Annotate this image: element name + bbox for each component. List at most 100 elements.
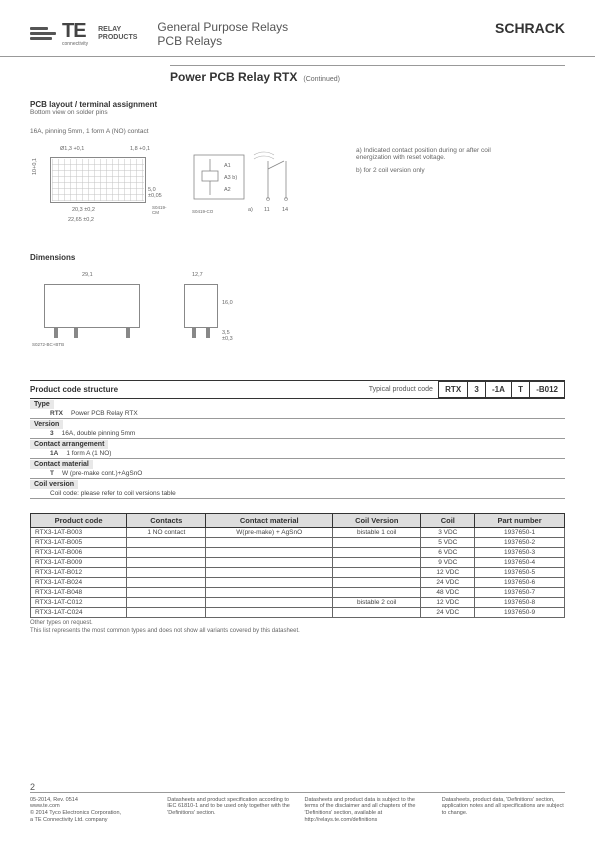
pcs-line-header: Contact material [30,460,93,469]
dim-len1: 20,3 ±0,2 [72,207,95,213]
table-note-1: Other types on request. [30,620,565,626]
table-cell: RTX3-1AT-B005 [31,538,127,548]
circuit-a-label: a) [248,207,253,213]
table-cell [127,588,206,598]
table-cell: 3 VDC [421,528,475,538]
table-cell: RTX3-1AT-B048 [31,588,127,598]
logo-relay: RELAY PRODUCTS [98,26,137,41]
pcs-line-body: 316A, double pinning 5mm [30,429,565,438]
table-cell [333,568,421,578]
table-row: RTX3-1AT-B0031 NO contactW(pre-make) + A… [31,528,565,538]
dim-height: 16,0 [222,300,233,306]
table-cell: RTX3-1AT-B006 [31,548,127,558]
table-header-cell: Contact material [206,514,333,528]
table-cell: 1937650-5 [475,568,565,578]
pcs-line: TypeRTXPower PCB Relay RTX [30,399,565,419]
table-row: RTX3-1AT-B0066 VDC1937650-3 [31,548,565,558]
dim-pitch-v: 10+0,1 [32,158,38,175]
circuit-14: 14 [282,207,288,213]
table-header-cell: Coil [421,514,475,528]
table-row: RTX3-1AT-B012 12 VDC1937650-5 [31,568,565,578]
circuit-ref: S0419-CO [192,209,213,214]
dim-side-view: 29,1 S0272-BC+BTB [30,270,160,350]
circuit-11: 11 [264,207,270,213]
pcs-line-header: Type [30,400,54,409]
dimensions-heading: Dimensions [30,253,565,262]
table-cell: RTX3-1AT-B024 [31,578,127,588]
logo-text: TE [62,20,88,43]
dim-ref: S0272-BC+BTB [32,342,64,347]
table-header-cell: Part number [475,514,565,528]
note-a: a) Indicated contact position during or … [356,147,516,161]
pcb-layout-section: PCB layout / terminal assignment Bottom … [30,100,565,227]
pcs-heading: Product code structure [30,381,369,398]
table-cell: W(pre-make) + AgSnO [206,528,333,538]
table-row: RTX3-1AT-B048 48 VDC1937650-7 [31,588,565,598]
header-title-2: PCB Relays [157,34,288,48]
dim-pitch-h: 5,0 ±0,05 [148,187,170,199]
table-cell: 1937650-8 [475,598,565,608]
table-cell [333,588,421,598]
dim-len2: 22,65 ±0,2 [68,217,94,223]
circuit-a2: A2 [224,187,231,193]
pcb-footprint-diagram: Ø1,3 +0,1 1,8 +0,1 10+0,1 5,0 ±0,05 20,3… [30,147,170,227]
pcs-box-2: -1A [485,381,512,398]
pcb-diagram-row: Ø1,3 +0,1 1,8 +0,1 10+0,1 5,0 ±0,05 20,3… [30,147,565,227]
note-b: b) for 2 coil version only [356,167,516,174]
pcs-line-header: Coil version [30,480,78,489]
table-cell: 1937650-7 [475,588,565,598]
table-note-2: This list represents the most common typ… [30,628,565,634]
table-cell: 1937650-9 [475,608,565,618]
table-cell: RTX3-1AT-B003 [31,528,127,538]
table-cell: RTX3-1AT-C012 [31,598,127,608]
table-cell [127,568,206,578]
table-cell [333,548,421,558]
logo: TE connectivity RELAY PRODUCTS [30,20,137,47]
pcs-line-body: TW (pre-make cont.)+AgSnO [30,469,565,478]
table-cell: 5 VDC [421,538,475,548]
pcs-rows: TypeRTXPower PCB Relay RTXVersion316A, d… [30,399,565,499]
table-cell [127,608,206,618]
table-cell: 12 VDC [421,598,475,608]
pcs-typical-label: Typical product code [369,386,439,393]
pcs-line-header: Contact arrangement [30,440,108,449]
table-cell [206,608,333,618]
footer-col-2: Datasheets and product specification acc… [167,797,290,825]
pcs-line-body: 1A1 form A (1 NO) [30,449,565,458]
dimensions-section: Dimensions 29,1 S0272-BC+BTB 12,7 16,0 3… [30,253,565,350]
page-header: TE connectivity RELAY PRODUCTS General P… [0,0,595,57]
table-body: RTX3-1AT-B0031 NO contactW(pre-make) + A… [31,528,565,618]
pcs-line: Coil versionCoil code: please refer to c… [30,479,565,499]
pcb-ref: S0419-CM [152,205,170,215]
dim-depth: 12,7 [192,272,203,278]
circuit-a3: A3 b) [224,175,237,181]
table-cell: 48 VDC [421,588,475,598]
title-continued: (Continued) [303,76,340,83]
table-cell: RTX3-1AT-B012 [31,568,127,578]
table-cell [206,558,333,568]
table-cell: 1937650-3 [475,548,565,558]
pcs-code-boxes: RTX 3 -1A T -B012 [439,381,565,398]
table-cell [127,538,206,548]
table-cell [333,608,421,618]
table-cell [333,538,421,548]
table-cell [206,568,333,578]
table-cell: 1937650-1 [475,528,565,538]
logo-bars-icon [30,27,56,40]
dim-hole: Ø1,3 +0,1 [60,146,84,152]
table-row: RTX3-1AT-B02424 VDC1937650-6 [31,578,565,588]
dim-slot: 1,8 +0,1 [130,146,150,152]
pcs-line: Version316A, double pinning 5mm [30,419,565,439]
table-cell [206,578,333,588]
table-cell [127,548,206,558]
table-cell: 24 VDC [421,608,475,618]
diagram-notes: a) Indicated contact position during or … [356,147,516,227]
table-cell: 1937650-6 [475,578,565,588]
title-main: Power PCB Relay RTX [170,70,297,84]
table-cell: 12 VDC [421,568,475,578]
table-cell [206,598,333,608]
product-table: Product codeContactsContact materialCoil… [30,513,565,618]
table-cell [333,578,421,588]
circuit-a1: A1 [224,163,231,169]
table-row: RTX3-1AT-B0099 VDC1937650-4 [31,558,565,568]
